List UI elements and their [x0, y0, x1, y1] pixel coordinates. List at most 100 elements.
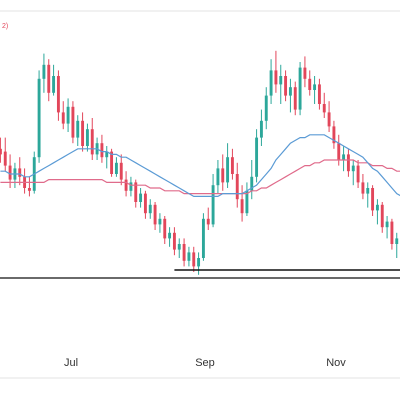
candle-body-down	[327, 112, 331, 127]
x-axis-label: Nov	[326, 357, 346, 369]
candle-body-down	[240, 199, 244, 214]
candle-body-up	[226, 157, 230, 183]
candle-body-up	[298, 67, 302, 110]
candle	[81, 112, 85, 152]
candle-body-down	[61, 112, 65, 124]
candle	[346, 148, 350, 177]
candle-body-down	[100, 143, 104, 158]
candle	[395, 232, 399, 258]
candle	[303, 56, 307, 88]
candle-body-up	[385, 221, 389, 228]
candle-body-up	[288, 87, 292, 96]
candle	[124, 171, 128, 197]
candle	[27, 176, 31, 197]
candle-body-down	[71, 106, 75, 138]
candle	[129, 176, 133, 197]
candle	[66, 98, 70, 132]
candle	[114, 157, 118, 177]
candle	[332, 120, 336, 149]
candle-body-up	[148, 204, 152, 214]
candle-body-up	[197, 258, 201, 267]
candle-body-up	[76, 120, 80, 138]
candle-body-down	[337, 143, 341, 160]
candle	[317, 78, 321, 110]
candle-body-up	[279, 76, 283, 85]
candle-body-up	[168, 232, 172, 239]
candle-body-up	[313, 84, 317, 90]
candle-body-up	[245, 190, 249, 214]
candle	[32, 151, 36, 194]
candle	[23, 168, 27, 194]
candle	[42, 53, 46, 93]
candle-body-down	[0, 148, 2, 155]
candle-body-down	[322, 104, 326, 113]
candle	[100, 134, 104, 163]
candle-body-down	[153, 204, 157, 225]
candle	[85, 123, 89, 152]
candle-body-up	[259, 120, 263, 138]
candle	[337, 134, 341, 166]
candle-body-up	[366, 188, 370, 194]
candle	[216, 160, 220, 194]
x-axis-label: Jul	[64, 357, 78, 369]
candle	[385, 216, 389, 239]
candle	[226, 143, 230, 188]
candle	[13, 162, 17, 188]
candle-body-up	[66, 106, 70, 124]
candle	[192, 246, 196, 272]
candle-body-up	[85, 129, 89, 146]
candle-body-up	[177, 244, 181, 250]
candle	[182, 238, 186, 267]
candle-body-down	[206, 218, 210, 225]
candle	[3, 137, 7, 172]
candle	[172, 227, 176, 256]
candle-body-down	[317, 84, 321, 104]
candle	[206, 207, 210, 230]
candle-body-down	[356, 165, 360, 183]
candle-body-up	[114, 162, 118, 174]
candle-body-up	[37, 78, 41, 158]
candle	[371, 185, 375, 216]
candle-body-down	[284, 76, 288, 96]
candle	[119, 154, 123, 186]
candle	[0, 137, 2, 163]
candle-body-up	[250, 176, 254, 191]
candle-body-down	[90, 129, 94, 155]
legend-snippet: 2)	[2, 23, 8, 30]
candle	[361, 174, 365, 200]
candle	[153, 202, 157, 230]
candle	[308, 70, 312, 96]
candle-body-up	[158, 218, 162, 225]
candle-body-down	[346, 154, 350, 172]
candle-body-down	[361, 182, 365, 194]
candle	[177, 238, 181, 258]
candle-body-down	[274, 70, 278, 85]
candle-body-up	[342, 154, 346, 160]
long-moving-average-line	[0, 159, 400, 195]
candle-body-down	[119, 162, 123, 180]
candle-body-down	[332, 126, 336, 144]
candles-group	[0, 50, 399, 275]
candle-body-down	[192, 252, 196, 267]
candle	[327, 101, 331, 132]
candle	[322, 92, 326, 118]
candle-body-up	[105, 151, 109, 158]
candle-body-up	[52, 76, 56, 93]
candle	[380, 202, 384, 233]
candle	[148, 199, 152, 219]
candle	[47, 59, 51, 102]
candle	[134, 179, 138, 208]
candle-body-down	[308, 78, 312, 90]
candle	[187, 246, 191, 267]
candle	[313, 76, 317, 104]
candle	[76, 115, 80, 146]
candle-body-up	[375, 204, 379, 211]
candle-body-up	[211, 185, 215, 225]
candle-body-down	[47, 64, 51, 93]
candle-body-down	[81, 120, 85, 146]
candle	[197, 252, 201, 275]
candle	[158, 213, 162, 233]
candle	[264, 87, 268, 130]
candle	[90, 118, 94, 160]
